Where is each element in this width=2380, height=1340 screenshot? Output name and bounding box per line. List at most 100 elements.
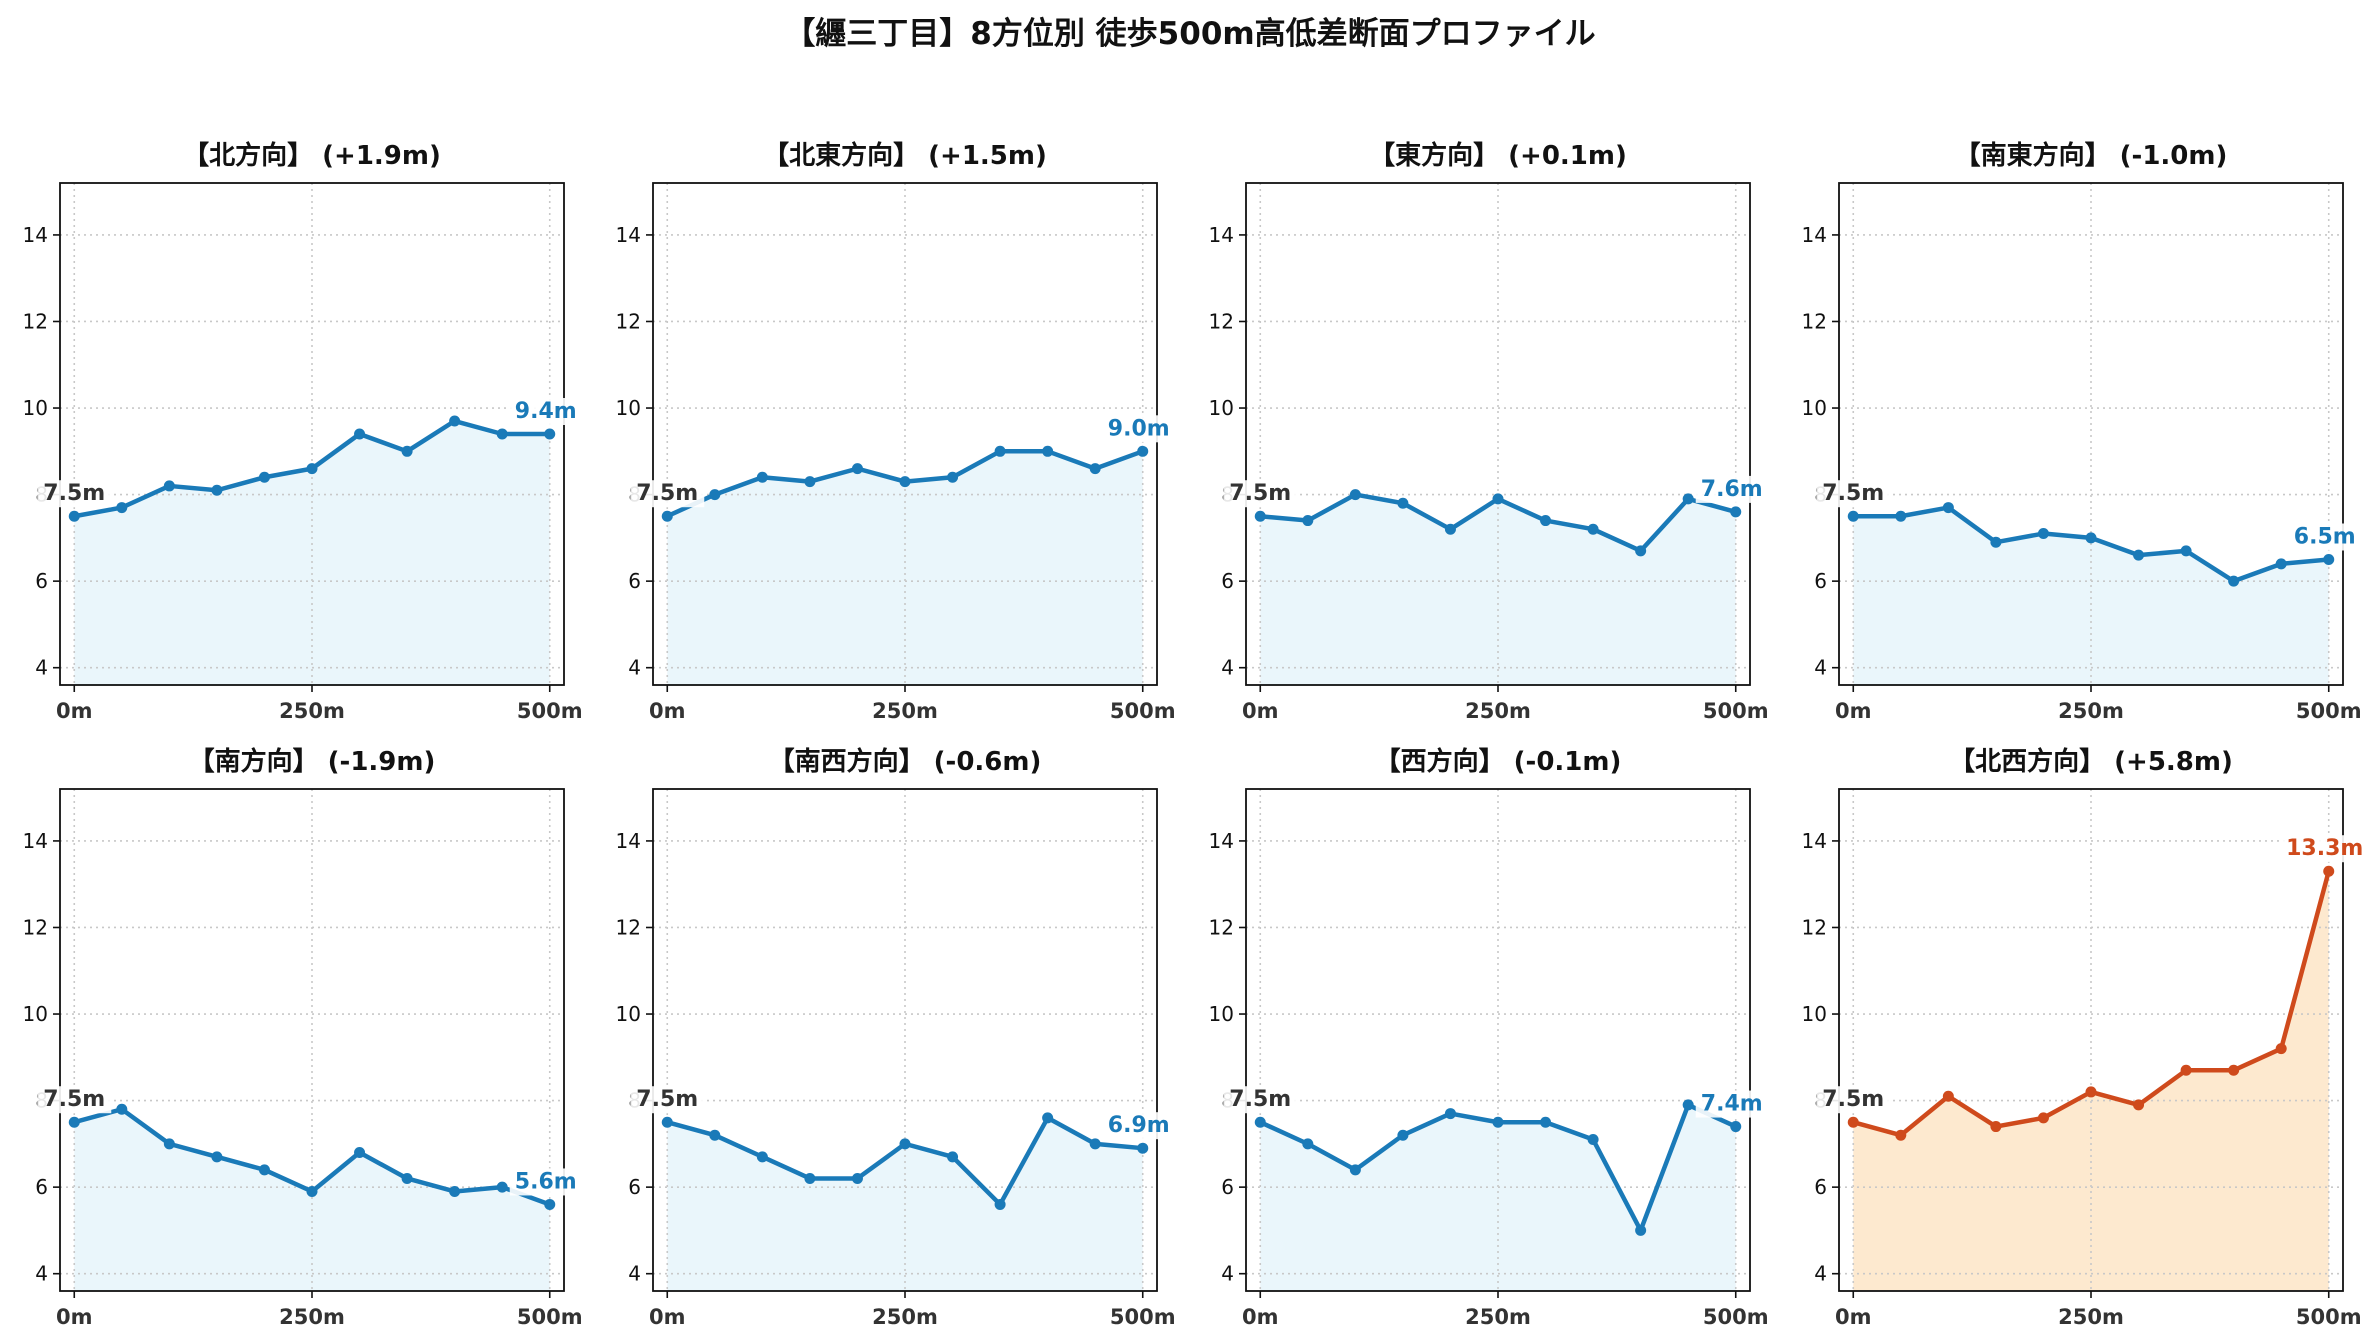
elevation-point (2085, 1086, 2097, 1098)
y-tick-label: 10 (1802, 396, 1827, 420)
elevation-point (2275, 558, 2287, 570)
x-tick-label: 250m (2058, 699, 2124, 723)
elevation-point (899, 1138, 911, 1150)
elevation-point (1397, 497, 1409, 509)
end-label-box (1695, 475, 1768, 503)
elevation-point (1349, 1164, 1361, 1176)
elevation-point (2180, 545, 2192, 557)
elevation-point (2037, 528, 2049, 540)
end-elevation-label: 7.6m (1701, 477, 1763, 502)
elevation-panel: 【南西方向】 (-0.6m)4681012140m250m500m7.5m6.9… (616, 746, 1176, 1329)
end-label-box (1102, 415, 1175, 443)
elevation-point (1444, 1108, 1456, 1120)
start-elevation-label: 7.5m (1822, 1087, 1884, 1112)
start-label-box (1223, 480, 1298, 508)
elevation-point (1682, 493, 1694, 505)
elevation-point (851, 1172, 863, 1184)
elevation-point (1254, 510, 1266, 522)
elevation-point (1137, 1142, 1149, 1154)
elevation-point (1942, 502, 1954, 514)
elevation-point (1042, 445, 1054, 457)
elevation-point (2323, 554, 2335, 565)
panel-title: 【北方向】 (+1.9m) (183, 140, 441, 171)
elevation-panel: 【南方向】 (-1.9m)4681012140m250m500m7.5m5.6m (23, 746, 583, 1329)
y-tick-label: 4 (1814, 656, 1827, 680)
elevation-point (1942, 1090, 1954, 1102)
elevation-point (1302, 515, 1314, 527)
y-tick-label: 14 (23, 829, 48, 853)
elevation-point (258, 1164, 270, 1176)
elevation-panel: 【北西方向】 (+5.8m)4681012140m250m500m7.5m13.… (1802, 746, 2368, 1329)
y-tick-label: 10 (1209, 396, 1234, 420)
end-elevation-label: 9.4m (515, 399, 577, 424)
y-tick-label: 12 (616, 915, 641, 939)
elevation-point (401, 445, 413, 457)
elevation-point (2133, 1099, 2145, 1111)
x-tick-label: 500m (1703, 699, 1769, 723)
x-tick-label: 500m (2296, 699, 2362, 723)
elevation-point (354, 428, 366, 440)
elevation-point (1635, 545, 1647, 557)
x-tick-label: 0m (1242, 699, 1279, 723)
y-tick-label: 12 (1802, 915, 1827, 939)
end-elevation-label: 7.4m (1701, 1092, 1763, 1117)
elevation-point (804, 1172, 816, 1184)
elevation-point (1587, 1134, 1599, 1146)
elevation-panel: 【北方向】 (+1.9m)4681012140m250m500m7.5m9.4m (23, 140, 583, 723)
y-tick-label: 12 (1802, 309, 1827, 333)
x-tick-label: 250m (1465, 699, 1531, 723)
elevation-point (1682, 1099, 1694, 1111)
elevation-panel: 【東方向】 (+0.1m)4681012140m250m500m7.5m7.6m (1209, 140, 1769, 723)
elevation-point (2275, 1043, 2287, 1055)
panel-title: 【南方向】 (-1.9m) (189, 746, 436, 777)
elevation-point (163, 480, 175, 492)
y-tick-label: 4 (1221, 656, 1234, 680)
elevation-point (1587, 523, 1599, 535)
elevation-point (68, 1116, 80, 1128)
x-tick-label: 500m (2296, 1305, 2362, 1329)
elevation-point (1302, 1138, 1314, 1150)
y-tick-label: 4 (1221, 1262, 1234, 1286)
x-tick-label: 250m (279, 1305, 345, 1329)
elevation-point (899, 476, 911, 488)
elevation-point (1730, 1121, 1742, 1133)
end-elevation-label: 5.6m (515, 1169, 577, 1194)
elevation-point (1540, 1116, 1552, 1128)
end-label-box (509, 1168, 582, 1196)
elevation-point (709, 489, 721, 501)
y-tick-label: 6 (1221, 569, 1234, 593)
start-elevation-label: 7.5m (636, 1087, 698, 1112)
elevation-point (2323, 865, 2335, 877)
panel-title: 【南東方向】 (-1.0m) (1955, 140, 2228, 171)
y-tick-label: 14 (1802, 223, 1827, 247)
y-tick-label: 12 (616, 309, 641, 333)
end-elevation-label: 6.9m (1108, 1113, 1170, 1138)
end-elevation-label: 6.5m (2294, 525, 2356, 550)
y-tick-label: 12 (1209, 309, 1234, 333)
elevation-point (401, 1172, 413, 1184)
y-tick-label: 6 (1221, 1175, 1234, 1199)
y-tick-label: 14 (1209, 829, 1234, 853)
elevation-point (1895, 1129, 1907, 1141)
x-tick-label: 0m (1835, 699, 1872, 723)
x-tick-label: 250m (279, 699, 345, 723)
elevation-area (1853, 871, 2329, 1291)
end-label-box (2281, 835, 2368, 863)
elevation-point (2037, 1112, 2049, 1124)
elevation-point (947, 471, 959, 483)
start-elevation-label: 7.5m (1229, 481, 1291, 506)
elevation-point (496, 1181, 508, 1193)
y-tick-label: 14 (1802, 829, 1827, 853)
elevation-point (544, 428, 556, 440)
elevation-point (1847, 510, 1859, 522)
y-tick-label: 6 (1814, 1175, 1827, 1199)
elevation-point (2085, 532, 2097, 544)
elevation-point (306, 463, 318, 475)
elevation-point (1397, 1129, 1409, 1141)
elevation-point (2228, 575, 2240, 587)
y-tick-label: 4 (35, 656, 48, 680)
elevation-point (661, 510, 673, 522)
elevation-point (544, 1198, 556, 1210)
elevation-point (2228, 1064, 2240, 1076)
